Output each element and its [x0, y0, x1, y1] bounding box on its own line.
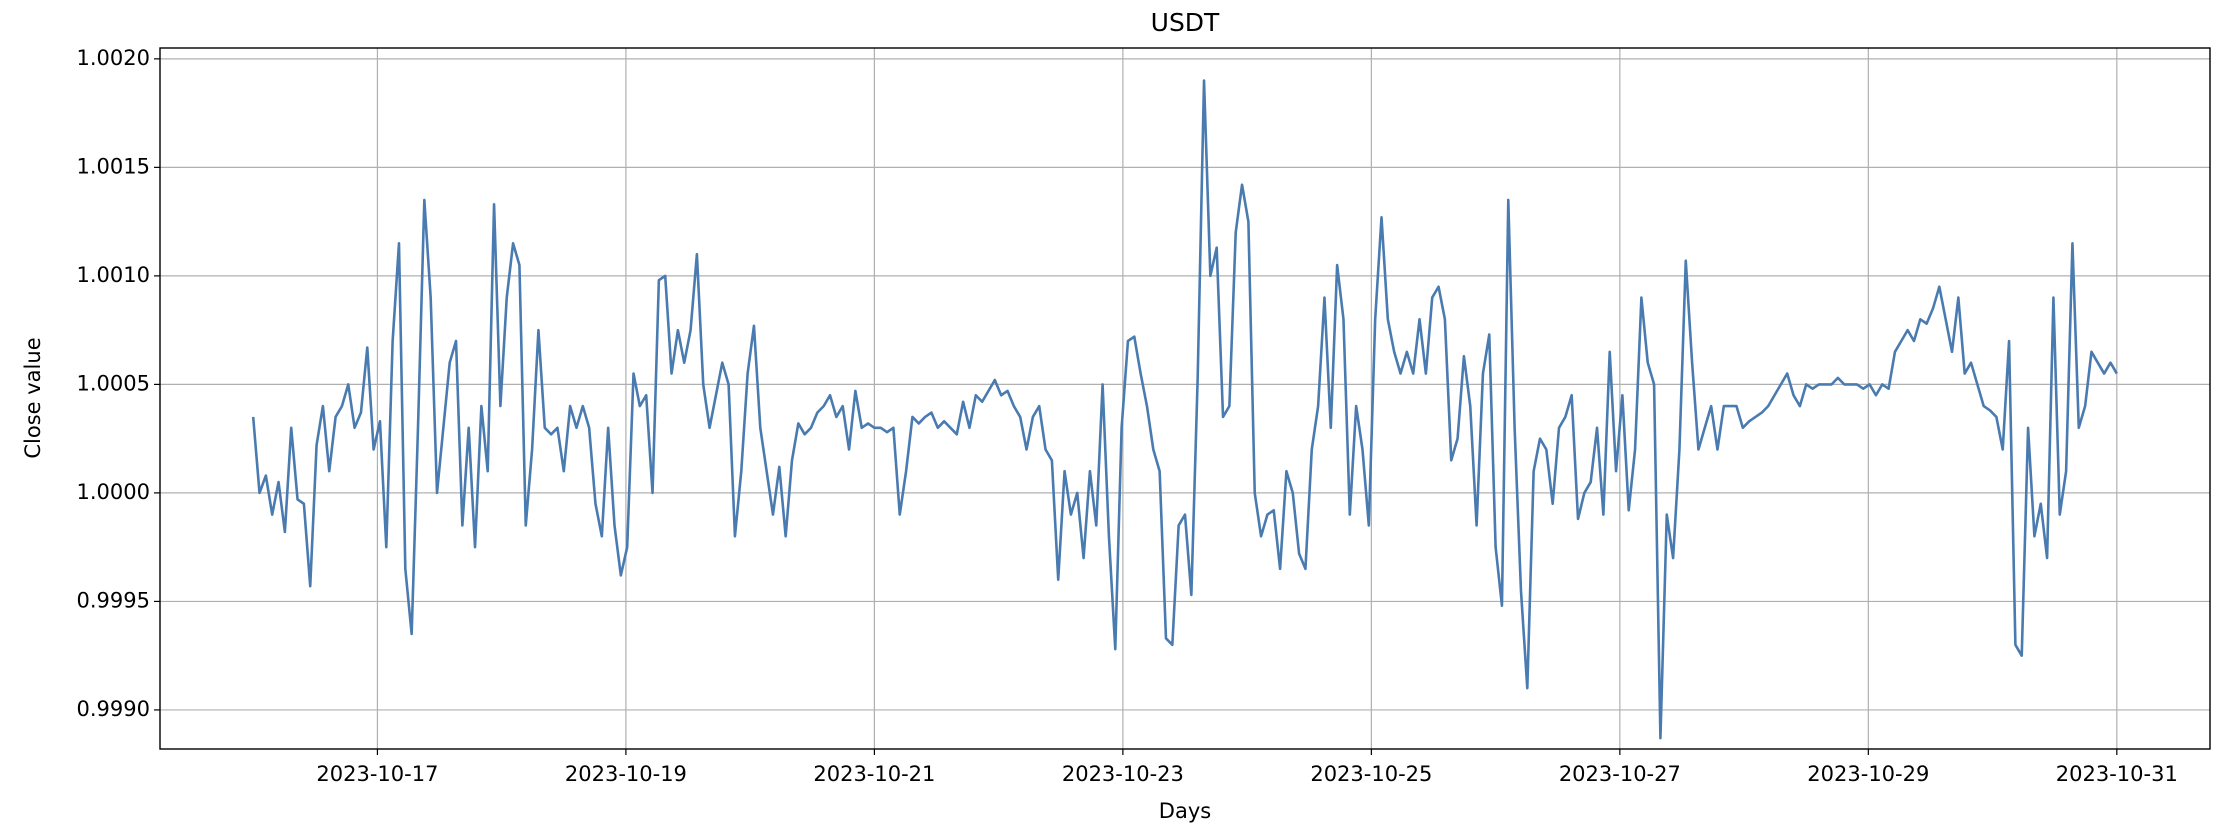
y-tick-label: 1.0010	[77, 263, 150, 287]
x-tick-label: 2023-10-25	[1310, 762, 1432, 786]
x-tick-label: 2023-10-31	[2056, 762, 2178, 786]
y-tick-label: 1.0015	[77, 154, 150, 178]
y-tick-label: 0.9990	[77, 697, 150, 721]
y-axis-label: Close value	[21, 337, 45, 458]
x-tick-label: 2023-10-21	[813, 762, 935, 786]
x-tick-label: 2023-10-17	[316, 762, 438, 786]
y-tick-label: 1.0005	[77, 371, 150, 395]
data-line	[251, 79, 2118, 740]
x-tick-label: 2023-10-19	[565, 762, 687, 786]
x-tick-label: 2023-10-29	[1807, 762, 1929, 786]
y-tick-label: 1.0020	[77, 46, 150, 70]
plot-frame	[159, 47, 2211, 750]
x-tick-label: 2023-10-23	[1062, 762, 1184, 786]
x-axis-label: Days	[1159, 799, 1211, 823]
y-tick-label: 1.0000	[77, 480, 150, 504]
y-tick-label: 0.9995	[77, 588, 150, 612]
x-tick-label: 2023-10-27	[1559, 762, 1681, 786]
chart-title: USDT	[1151, 8, 1220, 37]
